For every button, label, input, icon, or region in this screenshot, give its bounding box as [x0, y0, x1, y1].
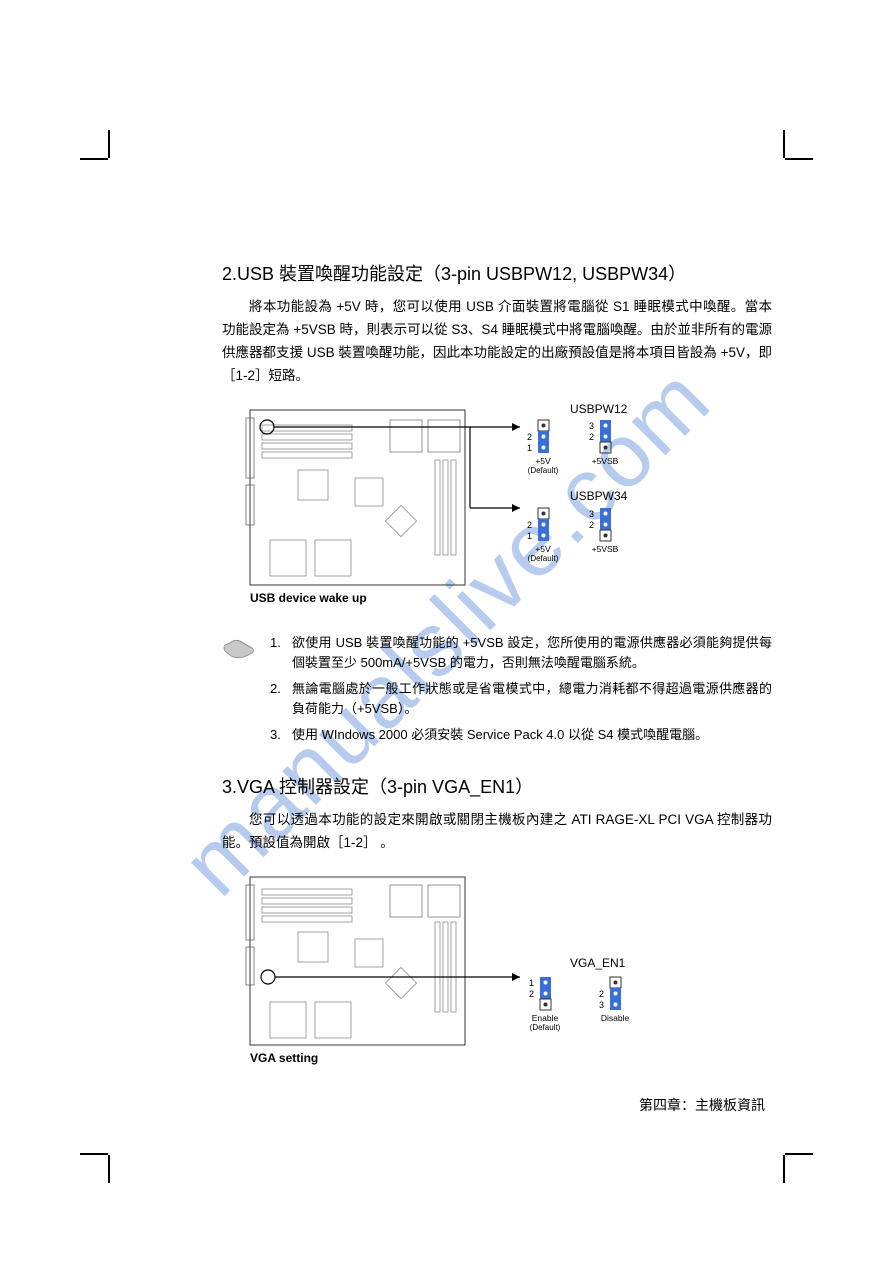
usb-diagram-caption: USB device wake up: [250, 591, 367, 605]
usbpw34-label: USBPW34: [570, 489, 628, 503]
svg-text:Disable: Disable: [601, 1013, 630, 1023]
svg-text:3: 3: [589, 421, 594, 431]
note-list: 1.欲使用 USB 裝置喚醒功能的 +5VSB 設定，您所使用的電源供應器必須能…: [270, 633, 772, 752]
usbpw12-label: USBPW12: [570, 402, 628, 416]
vga-setting-svg: VGA_EN1 1 2 Enable (Default) 2: [240, 867, 740, 1067]
page-footer: 第四章：主機板資訊: [639, 1095, 765, 1115]
svg-text:(Default): (Default): [530, 1023, 561, 1032]
section3-title: 3.VGA 控制器設定（3-pin VGA_EN1）: [222, 773, 772, 799]
note-item-1: 欲使用 USB 裝置喚醒功能的 +5VSB 設定，您所使用的電源供應器必須能夠提…: [292, 633, 772, 673]
vga-diagram-caption: VGA setting: [250, 1051, 318, 1065]
svg-text:(Default): (Default): [528, 466, 559, 475]
section2-title: 2.USB 裝置喚醒功能設定（3-pin USBPW12, USBPW34）: [222, 260, 772, 286]
svg-text:2: 2: [527, 520, 532, 530]
svg-text:3: 3: [589, 509, 594, 519]
section2-body: 將本功能設為 +5V 時，您可以使用 USB 介面裝置將電腦從 S1 睡眠模式中…: [222, 296, 772, 388]
svg-text:1: 1: [527, 531, 532, 541]
vga-setting-diagram: VGA_EN1 1 2 Enable (Default) 2: [240, 867, 772, 1067]
note-hand-icon: [222, 633, 256, 752]
svg-text:2: 2: [529, 989, 534, 999]
note-item-3: 使用 WIndows 2000 必須安裝 Service Pack 4.0 以從…: [292, 725, 772, 745]
svg-text:+5V: +5V: [535, 456, 551, 466]
page-content: 2.USB 裝置喚醒功能設定（3-pin USBPW12, USBPW34） 將…: [222, 260, 772, 1085]
usb-wakeup-svg: USBPW12 2 1 +5V (Default) 3 2 +5VSB: [240, 400, 740, 615]
svg-text:2: 2: [527, 432, 532, 442]
usb-wakeup-diagram: USBPW12 2 1 +5V (Default) 3 2 +5VSB: [240, 400, 772, 615]
svg-text:2: 2: [599, 989, 604, 999]
svg-text:(Default): (Default): [528, 554, 559, 563]
section2-notes: 1.欲使用 USB 裝置喚醒功能的 +5VSB 設定，您所使用的電源供應器必須能…: [222, 633, 772, 752]
svg-text:+5V: +5V: [535, 544, 551, 554]
section3-body: 您可以透過本功能的設定來開啟或關閉主機板內建之 ATI RAGE-XL PCI …: [222, 809, 772, 855]
svg-text:Enable: Enable: [532, 1013, 559, 1023]
svg-text:+5VSB: +5VSB: [592, 544, 619, 554]
vga-en1-label: VGA_EN1: [570, 956, 626, 970]
svg-text:1: 1: [527, 443, 532, 453]
svg-text:2: 2: [589, 432, 594, 442]
svg-text:2: 2: [589, 520, 594, 530]
svg-text:3: 3: [599, 1000, 604, 1010]
note-item-2: 無論電腦處於一般工作狀態或是省電模式中，總電力消耗都不得超過電源供應器的負荷能力…: [292, 679, 772, 719]
svg-text:1: 1: [529, 978, 534, 988]
svg-text:+5VSB: +5VSB: [592, 456, 619, 466]
